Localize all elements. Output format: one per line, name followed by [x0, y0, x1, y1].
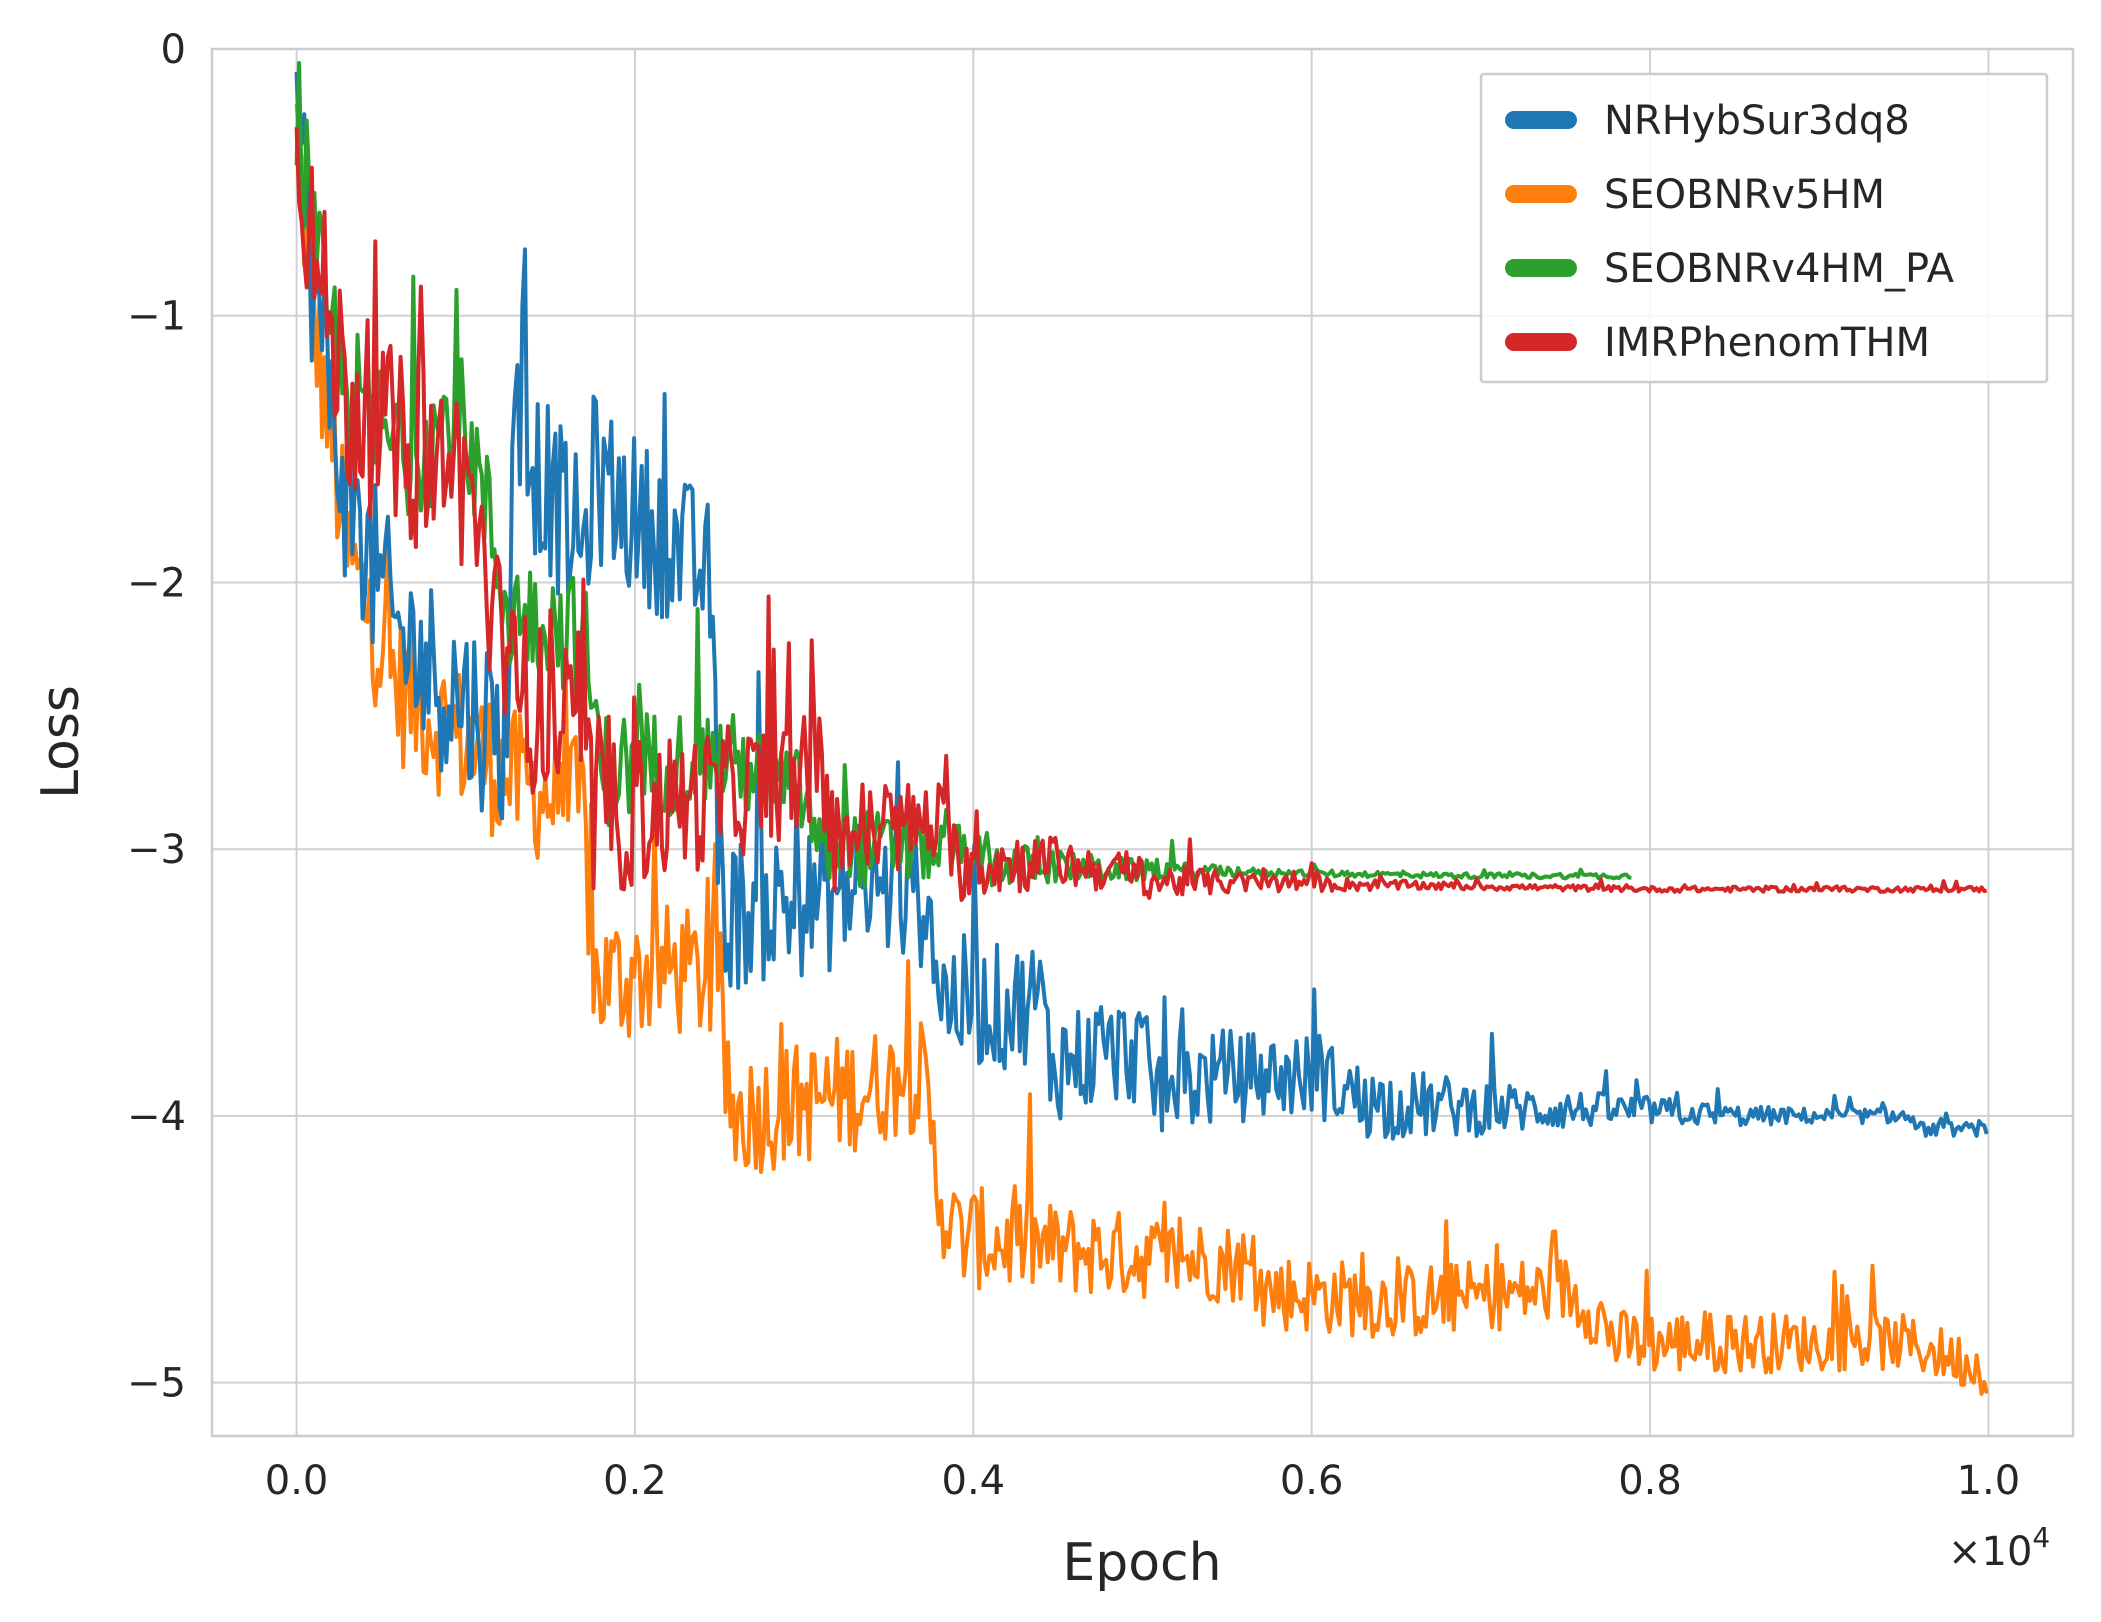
plot-frame	[210, 47, 2075, 1438]
y-tick-label: 0	[161, 27, 186, 73]
x-tick-labels: 0.0 0.2 0.4 0.6 0.8 1.0	[265, 1458, 2020, 1504]
y-tick-label: −3	[127, 827, 186, 873]
x-tick-label: 0.2	[603, 1458, 667, 1504]
legend-entry-label: IMRPhenomTHM	[1604, 320, 1930, 366]
legend-entry-label: SEOBNRv5HM	[1604, 172, 1885, 218]
y-tick-label: −1	[127, 294, 186, 340]
series-line-imrphenomthm	[294, 127, 1987, 902]
legend-frame	[1479, 72, 2049, 384]
y-tick-label: −4	[127, 1094, 186, 1140]
series-line-nrhybsur3dq8	[294, 72, 1989, 1141]
x-tick-label: 1.0	[1957, 1458, 2021, 1504]
legend: NRHybSur3dq8 SEOBNRv5HM SEOBNRv4HM_PA IMRPh…	[1479, 72, 2049, 384]
series-line-seobnrv4hm-pa	[294, 61, 1632, 889]
x-axis-label: Epoch	[1062, 1533, 1221, 1593]
series-line-seobnrv5hm	[294, 104, 1989, 1396]
legend-entry-label: NRHybSur3dq8	[1604, 98, 1910, 144]
x-offset-exponent: 4	[2032, 1521, 2050, 1554]
y-tick-label: −5	[127, 1361, 186, 1407]
y-tick-label: −2	[127, 560, 186, 606]
legend-entry-label: SEOBNRv4HM_PA	[1604, 246, 1955, 292]
y-axis-label: Loss	[31, 685, 91, 799]
x-tick-label: 0.4	[942, 1458, 1006, 1504]
x-tick-label: 0.8	[1618, 1458, 1682, 1504]
y-tick-labels: 0 −1 −2 −3 −4 −5	[127, 27, 186, 1407]
series-layer	[294, 61, 1989, 1396]
x-offset-label: ×104	[1948, 1521, 2050, 1575]
x-tick-label: 0.0	[265, 1458, 329, 1504]
x-offset-base: ×10	[1948, 1529, 2032, 1575]
x-tick-label: 0.6	[1280, 1458, 1344, 1504]
